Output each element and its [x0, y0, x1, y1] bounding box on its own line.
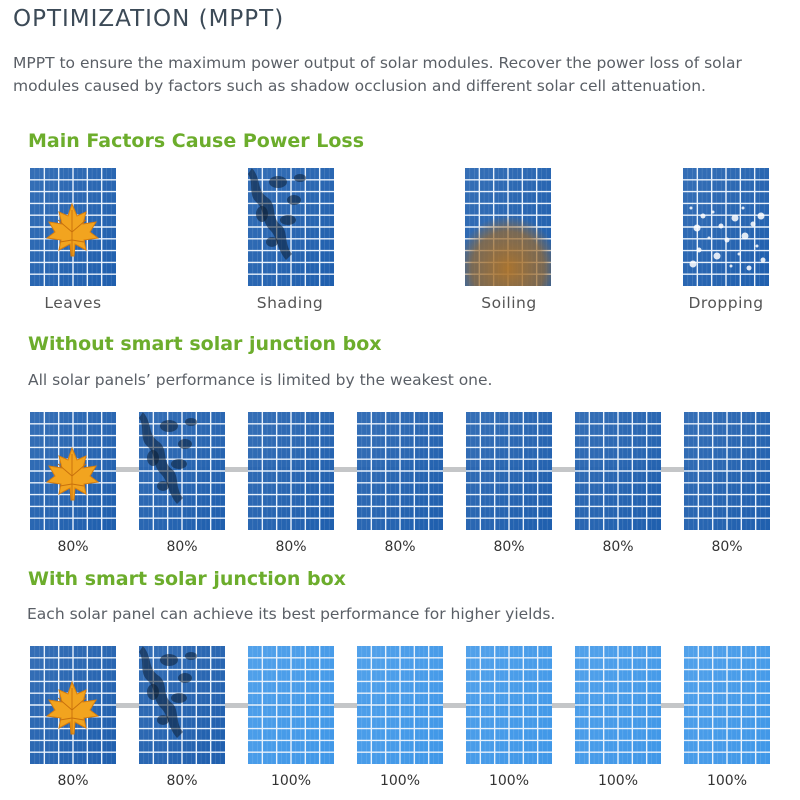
without-panel-percent-1: 80%: [57, 539, 89, 555]
panel-dropping-image: [683, 168, 769, 286]
without-panel-percent-2: 80%: [166, 539, 198, 555]
with-panel-percent-6: 100%: [597, 773, 639, 789]
without-heading: Without smart solar junction box: [28, 333, 382, 355]
without-solar-panel-3: [248, 412, 334, 530]
with-panel-percent-2: 80%: [166, 773, 198, 789]
with-solar-panel-5: [466, 646, 552, 764]
with-solar-panel-6: [575, 646, 661, 764]
without-subtitle: All solar panels’ performance is limited…: [28, 371, 493, 389]
factor-label-soiling: Soiling: [481, 294, 537, 312]
with-solar-panel-1: [30, 646, 116, 764]
with-subtitle: Each solar panel can achieve its best pe…: [27, 605, 556, 623]
with-solar-panel-7: [684, 646, 770, 764]
with-solar-panel-2: [139, 646, 225, 764]
maple-leaf-icon: [45, 680, 100, 735]
without-solar-panel-2: [139, 412, 225, 530]
with-panel-percent-4: 100%: [379, 773, 421, 789]
with-solar-panel-4: [357, 646, 443, 764]
panel-leaves-image: [30, 168, 116, 286]
without-solar-panel-4: [357, 412, 443, 530]
without-solar-panel-1: [30, 412, 116, 530]
panel-shading-image: [248, 168, 334, 286]
without-solar-panel-7: [684, 412, 770, 530]
without-panel-percent-6: 80%: [602, 539, 634, 555]
without-solar-panel-5: [466, 412, 552, 530]
maple-leaf-icon: [45, 202, 100, 257]
with-panel-percent-7: 100%: [706, 773, 748, 789]
factor-label-leaves: Leaves: [44, 294, 102, 312]
without-panel-percent-5: 80%: [493, 539, 525, 555]
intro-text: MPPT to ensure the maximum power output …: [13, 54, 742, 95]
page-title: OPTIMIZATION (MPPT): [13, 6, 285, 32]
without-panel-percent-4: 80%: [384, 539, 416, 555]
with-heading: With smart solar junction box: [28, 568, 346, 590]
factors-heading: Main Factors Cause Power Loss: [28, 130, 365, 152]
maple-leaf-icon: [45, 446, 100, 501]
with-panel-percent-1: 80%: [57, 773, 89, 789]
factor-label-shading: Shading: [256, 294, 324, 312]
without-panel-percent-3: 80%: [275, 539, 307, 555]
without-panel-percent-7: 80%: [711, 539, 743, 555]
without-solar-panel-6: [575, 412, 661, 530]
with-panel-percent-5: 100%: [488, 773, 530, 789]
with-solar-panel-3: [248, 646, 334, 764]
panel-soiling-image: [465, 168, 551, 286]
factor-label-dropping: Dropping: [688, 294, 764, 312]
with-panel-percent-3: 100%: [270, 773, 312, 789]
